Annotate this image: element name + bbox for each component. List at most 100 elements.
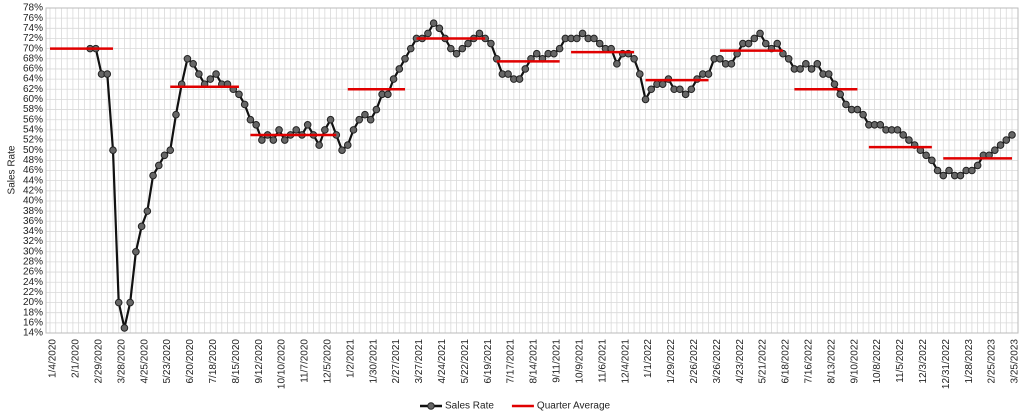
x-tick-label: 1/29/2022 [666,339,677,384]
x-tick-label: 8/15/2020 [231,339,242,384]
point [807,65,816,73]
point [595,39,604,48]
point [361,110,369,119]
point [292,126,301,134]
y-tick-label: 58% [23,104,43,115]
point [372,105,381,114]
x-tick-label: 6/19/2021 [483,339,494,384]
point [366,115,375,124]
point [206,75,215,83]
point [813,60,822,68]
x-tick-label: 3/28/2020 [116,339,127,384]
point [796,65,804,73]
point [716,54,724,63]
point [464,39,472,48]
y-tick-label: 28% [23,257,43,268]
point [532,49,541,58]
point [824,70,833,78]
y-tick-label: 66% [23,64,43,75]
y-tick-label: 48% [23,155,43,166]
point [109,146,117,154]
point [761,39,770,48]
x-tick-label: 7/16/2022 [803,339,814,384]
x-tick-label: 8/13/2022 [826,339,837,384]
point [120,324,129,332]
point [859,110,867,119]
point [939,171,948,180]
point [515,75,524,83]
y-tick-label: 60% [23,94,43,105]
average-line [50,37,1012,160]
point [235,90,243,99]
legend-label: Quarter Average [537,401,611,412]
point [550,49,558,58]
point [504,70,512,78]
x-tick-label: 4/23/2022 [735,339,746,384]
point [114,298,123,307]
point [744,39,753,48]
point [321,126,329,134]
x-tick-label: 1/1/2022 [643,339,654,378]
y-tick-label: 18% [23,307,43,318]
y-tick-label: 32% [23,236,43,247]
x-tick-label: 1/30/2021 [368,339,379,384]
point [103,70,112,78]
point [676,85,684,94]
y-tick-label: 50% [23,145,43,156]
point [836,90,845,99]
y-tick-label: 36% [23,216,43,227]
y-tick-label: 40% [23,196,43,207]
point [968,166,976,175]
point [212,70,220,78]
point [727,60,736,68]
x-tick-label: 10/8/2022 [872,339,883,384]
point [704,70,713,78]
point [406,44,415,53]
plot-border [45,7,1019,334]
point [956,171,965,180]
point [160,151,169,160]
x-tick-label: 2/27/2021 [391,339,402,384]
y-tick-label: 76% [23,13,43,24]
x-tick-label: 1/28/2023 [964,339,975,384]
point [658,80,667,88]
y-axis-label: Sales Rate [7,145,18,194]
point [750,34,759,43]
x-tick-label: 2/25/2023 [987,339,998,384]
point [973,161,982,170]
point [899,131,908,139]
x-tick-label: 4/25/2020 [139,339,150,384]
point [154,161,163,170]
y-tick-label: 52% [23,135,43,146]
point [435,24,444,33]
x-tick-label: 12/5/2020 [322,339,333,384]
point [945,166,953,175]
point [452,49,461,58]
legend-label: Sales Rate [445,401,494,412]
y-tick-label: 54% [23,125,43,136]
point [1002,136,1011,144]
point [183,54,192,63]
y-tick-label: 44% [23,175,43,186]
x-tick-label: 5/22/2021 [460,339,471,384]
point [280,136,289,144]
x-tick-label: 12/31/2022 [941,339,952,389]
point [922,151,930,160]
x-tick-label: 3/26/2022 [712,339,723,384]
x-tick-label: 12/4/2021 [620,339,631,384]
point [338,146,346,154]
x-tick-label: 10/9/2021 [574,339,585,384]
x-tick-label: 7/18/2020 [208,339,219,384]
x-tick-label: 4/24/2021 [437,339,448,384]
point [641,95,650,104]
y-tick-label: 14% [23,328,43,339]
y-tick-label: 62% [23,84,43,95]
point [447,44,455,53]
x-tick-label: 3/25/2023 [1010,339,1021,384]
point [132,247,140,256]
point [189,60,197,68]
point [555,44,564,53]
x-tick-label: 7/17/2021 [506,339,517,384]
point [996,141,1005,149]
